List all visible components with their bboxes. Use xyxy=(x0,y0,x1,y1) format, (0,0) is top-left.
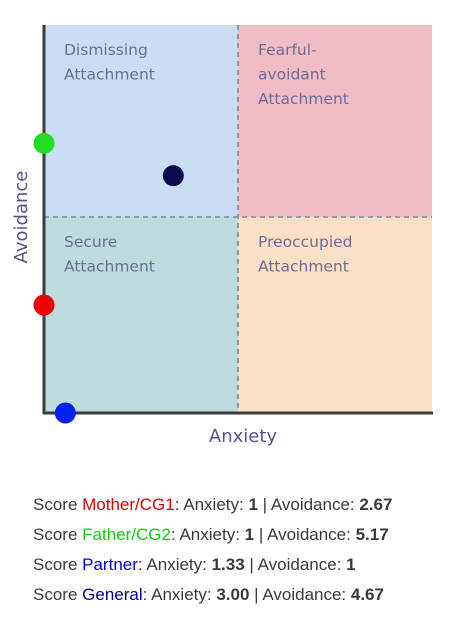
x-axis-label: Anxiety xyxy=(209,426,278,447)
quadrant-label-fearful: Fearful- xyxy=(258,41,317,59)
point-mother-cg1 xyxy=(33,294,55,316)
avoidance-label: | Avoidance: xyxy=(257,495,360,514)
anxiety-value: 3.00 xyxy=(216,585,250,604)
point-father-cg2 xyxy=(33,132,55,154)
avoidance-label: | Avoidance: xyxy=(244,555,347,574)
quadrant-label-layer: Dismissing Attachment Fearful-avoidant Atta… xyxy=(64,41,353,276)
quadrant-label-dismissing: Attachment xyxy=(64,66,155,84)
score-line-mother: Score Mother/CG1: Anxiety: 1 | Avoidance… xyxy=(33,490,463,520)
score-line-partner: Score Partner: Anxiety: 1.33 | Avoidance… xyxy=(33,550,463,580)
anxiety-value: 1.33 xyxy=(211,555,245,574)
anxiety-label: : Anxiety: xyxy=(137,555,212,574)
score-name-general: General xyxy=(82,585,143,604)
score-list: Score Mother/CG1: Anxiety: 1 | Avoidance… xyxy=(33,490,463,610)
score-line-general: Score General: Anxiety: 3.00 | Avoidance… xyxy=(33,580,463,610)
quadrant-layer xyxy=(44,25,432,413)
quadrant-fearful xyxy=(238,25,432,217)
quadrant-preoccupied xyxy=(238,217,432,413)
divider-lines xyxy=(44,25,432,413)
score-prefix: Score xyxy=(33,585,83,604)
score-name-mother: Mother/CG1 xyxy=(82,495,175,514)
score-name-partner: Partner xyxy=(82,555,138,574)
avoidance-value: 4.67 xyxy=(350,585,384,604)
anxiety-label: : Anxiety: xyxy=(170,525,245,544)
quadrant-label-secure: Attachment xyxy=(64,258,155,276)
score-prefix: Score xyxy=(33,525,83,544)
data-points xyxy=(33,132,184,424)
attachment-chart: Dismissing Attachment Fearful-avoidant Atta… xyxy=(11,25,433,447)
quadrant-label-fearful: avoidant xyxy=(258,66,326,84)
quadrant-label-secure: Secure xyxy=(64,233,117,251)
quadrant-label-fearful: Attachment xyxy=(258,90,349,108)
axes xyxy=(42,25,433,415)
score-prefix: Score xyxy=(33,495,83,514)
anxiety-value: 1 xyxy=(248,495,258,514)
score-name-father: Father/CG2 xyxy=(82,525,171,544)
avoidance-value: 5.17 xyxy=(355,525,389,544)
score-prefix: Score xyxy=(33,555,83,574)
quadrant-label-preoccupied: Preoccupied xyxy=(258,233,353,251)
quadrant-label-dismissing: Dismissing xyxy=(64,41,148,59)
avoidance-value: 2.67 xyxy=(359,495,393,514)
point-partner xyxy=(54,402,76,424)
avoidance-label: | Avoidance: xyxy=(254,525,356,544)
anxiety-label: : Anxiety: xyxy=(142,585,217,604)
anxiety-value: 1 xyxy=(244,525,255,544)
point-general xyxy=(162,165,184,187)
avoidance-label: | Avoidance: xyxy=(249,585,351,604)
avoidance-value: 1 xyxy=(346,555,356,574)
quadrant-dismissing xyxy=(44,25,238,217)
quadrant-label-preoccupied: Attachment xyxy=(258,258,349,276)
y-axis-label: Avoidance xyxy=(11,171,32,264)
anxiety-label: : Anxiety: xyxy=(174,495,249,514)
score-line-father: Score Father/CG2: Anxiety: 1 | Avoidance… xyxy=(33,520,463,550)
quadrant-secure xyxy=(44,217,238,413)
